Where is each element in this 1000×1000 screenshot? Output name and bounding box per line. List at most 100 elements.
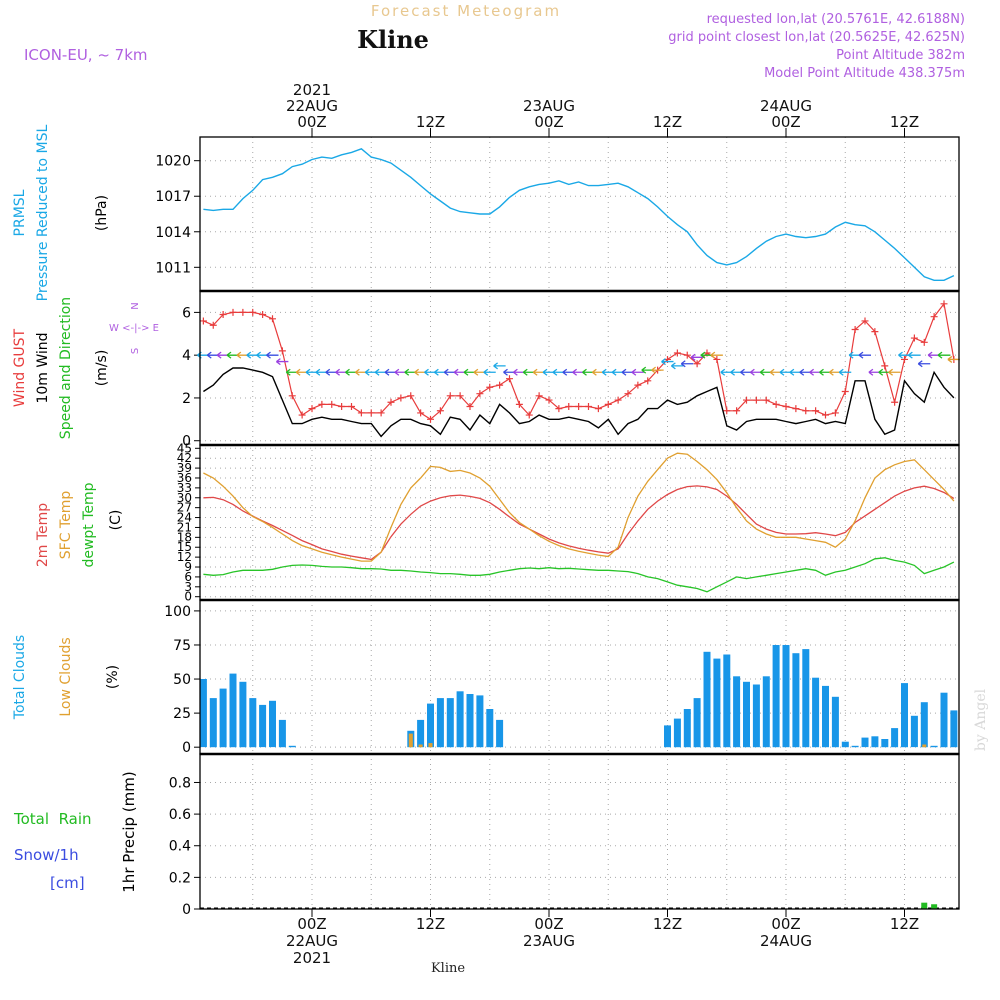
y-tick-label: 6 bbox=[182, 305, 191, 321]
gust-marker bbox=[792, 405, 800, 413]
gust-marker bbox=[634, 381, 642, 389]
gust-marker bbox=[209, 321, 217, 329]
x-tick-label-bottom: 24AUG bbox=[760, 932, 812, 950]
gust-marker bbox=[644, 377, 652, 385]
pressure-line bbox=[203, 148, 955, 281]
x-tick-label-top: 12Z bbox=[653, 113, 682, 131]
place-name: Kline bbox=[357, 25, 429, 54]
gust-marker bbox=[920, 338, 928, 346]
gust-marker bbox=[752, 396, 760, 404]
gust-marker bbox=[525, 411, 533, 419]
gust-marker bbox=[269, 315, 276, 323]
total-cloud-bar bbox=[920, 702, 928, 748]
temp-unit: (C) bbox=[108, 510, 124, 531]
total-cloud-bar bbox=[259, 704, 267, 748]
total-cloud-bar bbox=[841, 741, 849, 748]
gust-marker bbox=[901, 355, 908, 363]
gust-marker bbox=[456, 392, 464, 400]
total-cloud-bar bbox=[269, 700, 276, 748]
rain-bar bbox=[921, 902, 928, 909]
x-tick-label-top: 24AUG bbox=[760, 97, 812, 115]
gust-marker bbox=[298, 411, 306, 419]
wind-direction-arrow bbox=[266, 351, 279, 359]
wind-direction-arrow bbox=[680, 360, 694, 368]
total-clouds-label: Total Clouds bbox=[12, 635, 28, 720]
total-cloud-bar bbox=[446, 698, 454, 748]
wind-direction-arrow bbox=[661, 358, 674, 366]
gust-marker bbox=[782, 403, 790, 410]
total-cloud-bar bbox=[881, 739, 889, 748]
total-cloud-bar bbox=[782, 645, 790, 748]
compass-south: S bbox=[130, 348, 141, 354]
y-tick-label: 33 bbox=[177, 481, 192, 495]
gust-marker bbox=[515, 400, 523, 408]
total-cloud-bar bbox=[209, 698, 217, 748]
y-tick-label: 4 bbox=[182, 348, 191, 364]
gust-marker bbox=[733, 407, 741, 415]
y-tick-label: 42 bbox=[177, 451, 192, 465]
gust-marker bbox=[772, 400, 780, 408]
low-clouds-label: Low Clouds bbox=[58, 637, 74, 716]
x-tick-label-top: 23AUG bbox=[523, 97, 575, 115]
point-altitude: Point Altitude 382m bbox=[836, 48, 965, 63]
dewpt-line bbox=[203, 557, 955, 593]
wind-direction-arrow bbox=[907, 351, 921, 359]
y-tick-label: 0 bbox=[182, 434, 191, 450]
wind-direction-arrow bbox=[947, 355, 960, 363]
x-tick-label-top: 2021 bbox=[293, 81, 331, 99]
total-cloud-bar bbox=[249, 698, 257, 748]
gust-marker bbox=[259, 311, 267, 319]
wind-speed-line bbox=[203, 367, 955, 438]
y-tick-label: 15 bbox=[177, 540, 192, 554]
y-tick-label: 21 bbox=[177, 520, 192, 534]
gust-marker bbox=[841, 388, 849, 396]
wind-direction-arrow bbox=[651, 366, 664, 374]
y-tick-label: 27 bbox=[177, 501, 192, 515]
sfc-temp-line bbox=[203, 452, 955, 562]
total-cloud-bar bbox=[772, 645, 780, 748]
total-cloud-bar bbox=[496, 719, 504, 748]
gust-label: Wind GUST bbox=[12, 328, 28, 407]
total-cloud-bar bbox=[713, 658, 721, 748]
gust-marker bbox=[545, 396, 553, 404]
y-tick-label: 24 bbox=[177, 511, 192, 525]
x-tick-label-top: 00Z bbox=[534, 113, 563, 131]
gust-marker bbox=[377, 409, 385, 417]
gust-marker bbox=[673, 349, 681, 357]
total-cloud-bar bbox=[901, 683, 908, 748]
gust-marker bbox=[891, 398, 899, 406]
total-cloud-bar bbox=[436, 698, 444, 748]
total-cloud-bar bbox=[802, 649, 810, 748]
x-tick-label-bottom: 00Z bbox=[534, 915, 563, 933]
total-cloud-bar bbox=[703, 651, 711, 748]
gust-marker bbox=[367, 409, 375, 417]
y-tick-label: 0 bbox=[182, 902, 191, 918]
gust-marker bbox=[436, 407, 444, 415]
gust-marker bbox=[407, 392, 415, 400]
wind-direction-arrow bbox=[838, 368, 852, 376]
total-cloud-bar bbox=[743, 681, 750, 748]
panel-frame bbox=[199, 753, 960, 910]
y-tick-label: 36 bbox=[177, 471, 192, 485]
total-cloud-bar bbox=[288, 745, 296, 748]
gridpoint-coordinates: grid point closest lon,lat (20.5625E, 42… bbox=[668, 30, 965, 45]
total-cloud-bar bbox=[940, 692, 948, 748]
y-tick-label: 25 bbox=[173, 706, 191, 722]
gust-marker bbox=[743, 396, 750, 404]
gust-marker bbox=[831, 409, 839, 417]
y-tick-label: 0.8 bbox=[169, 775, 191, 791]
y-tick-label: 12 bbox=[177, 550, 192, 564]
y-tick-label: 30 bbox=[177, 491, 192, 505]
total-cloud-bar bbox=[792, 653, 800, 748]
total-cloud-bar bbox=[822, 685, 829, 748]
gust-line bbox=[203, 302, 955, 421]
y-tick-label: 100 bbox=[164, 604, 191, 620]
y-tick-label: 3 bbox=[184, 580, 192, 594]
gust-marker bbox=[278, 347, 286, 355]
total-cloud-bar bbox=[762, 676, 770, 748]
y-tick-label: 1017 bbox=[155, 189, 191, 205]
gust-marker bbox=[861, 317, 869, 325]
gust-marker bbox=[535, 392, 543, 400]
total-cloud-bar bbox=[278, 719, 286, 748]
y-tick-label: 1020 bbox=[155, 154, 191, 170]
